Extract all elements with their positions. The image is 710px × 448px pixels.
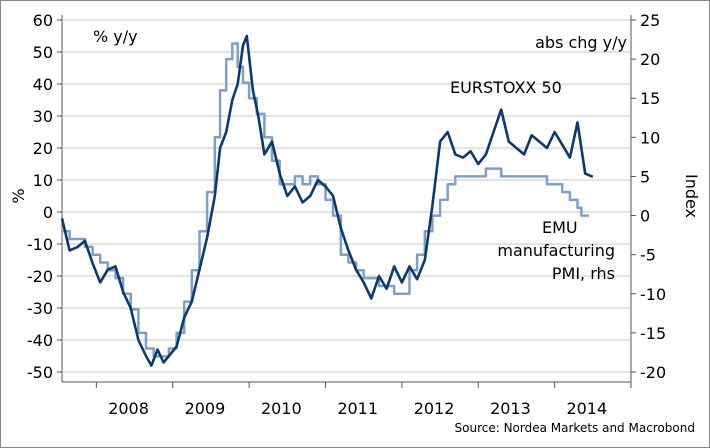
right-tick-label: 10 (640, 128, 660, 147)
left-tick-label: 30 (33, 107, 53, 126)
right-tick-label: 0 (640, 207, 650, 226)
right-axis-label: Index (682, 174, 701, 218)
left-tick-label: 50 (33, 43, 53, 62)
series-layer (60, 34, 594, 367)
left-tick-label: -20 (27, 267, 53, 286)
left-tick-label: -50 (27, 363, 53, 382)
text-layer: % y/y abs chg y/y % Index EURSTOXX 50 EM… (9, 27, 701, 435)
right-tick-label: -15 (640, 324, 666, 343)
left-tick-label: 10 (33, 171, 53, 190)
axis-layer: 6050403020100-10-20-30-40-502520151050-5… (27, 11, 666, 418)
left-axis-label: % (9, 188, 28, 203)
x-tick-label: 2008 (108, 399, 149, 418)
right-axis-unit-label: abs chg y/y (535, 33, 627, 52)
annotation-pmi-rhs: PMI, rhs (552, 264, 615, 283)
right-tick-label: 25 (640, 11, 660, 30)
x-tick-label: 2012 (414, 399, 455, 418)
left-tick-label: 60 (33, 11, 53, 30)
x-tick-label: 2014 (566, 399, 607, 418)
right-tick-label: 15 (640, 89, 660, 108)
x-tick-label: 2013 (490, 399, 531, 418)
right-tick-label: 20 (640, 50, 660, 69)
left-tick-label: -40 (27, 331, 53, 350)
x-tick-label: 2011 (337, 399, 378, 418)
left-tick-label: -30 (27, 299, 53, 318)
left-tick-label: 40 (33, 75, 53, 94)
annotation-manufacturing: manufacturing (497, 241, 615, 260)
source-note: Source: Nordea Markets and Macrobond (455, 421, 696, 435)
series-line-eurostoxx (60, 34, 594, 367)
x-tick-label: 2009 (185, 399, 226, 418)
left-tick-label: 0 (43, 203, 53, 222)
right-tick-label: -5 (640, 246, 656, 265)
annotation-emu: EMU (542, 218, 578, 237)
left-tick-label: 20 (33, 139, 53, 158)
grid-layer (62, 19, 631, 373)
x-tick-label: 2010 (261, 399, 302, 418)
right-tick-label: -10 (640, 285, 666, 304)
right-tick-label: 5 (640, 167, 650, 186)
series-line-pmi (62, 42, 589, 358)
right-tick-label: -20 (640, 363, 666, 382)
left-axis-unit-label: % y/y (93, 27, 138, 46)
left-tick-label: -10 (27, 235, 53, 254)
annotation-eurostoxx: EURSTOXX 50 (450, 78, 562, 97)
